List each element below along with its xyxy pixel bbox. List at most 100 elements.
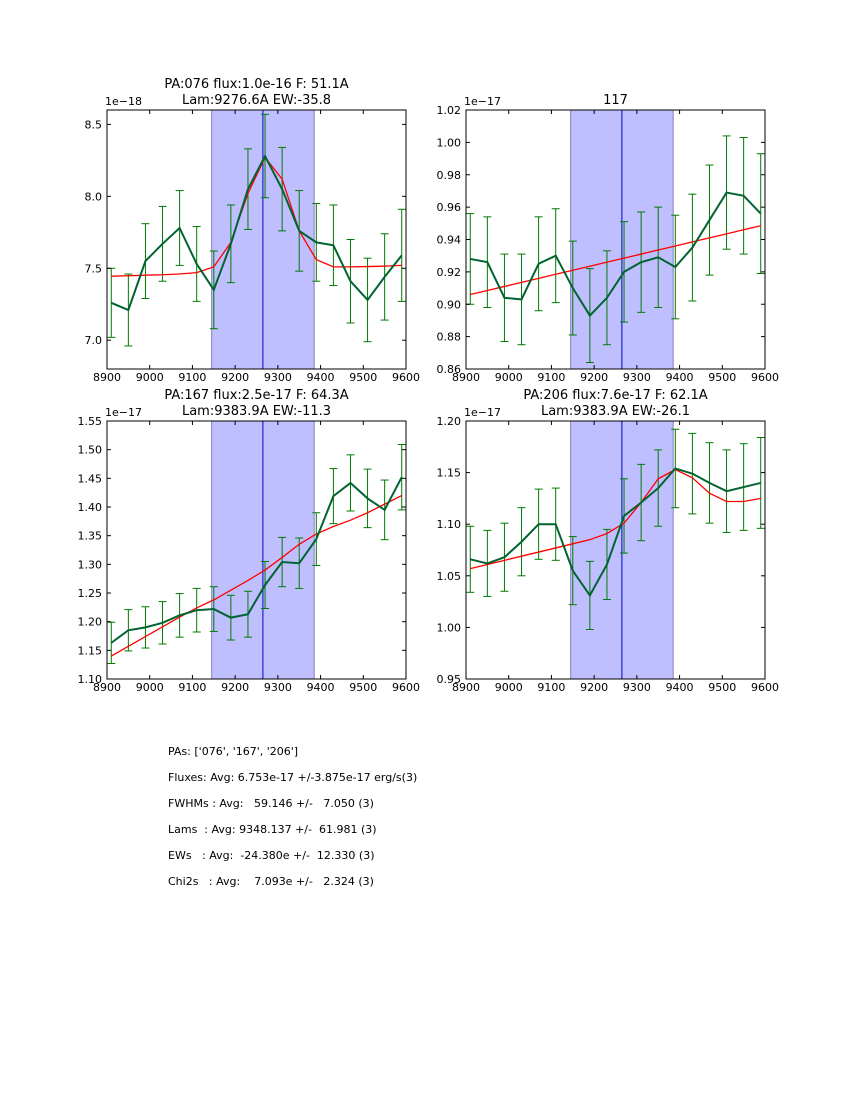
y-offset-label: 1e−17 — [464, 95, 501, 108]
x-tick-label: 9000 — [495, 371, 523, 384]
stats-fluxes: Fluxes: Avg: 6.753e-17 +/-3.875e-17 erg/… — [168, 771, 418, 784]
y-tick-label: 0.96 — [437, 201, 462, 214]
plot-area — [107, 110, 406, 369]
x-tick-label: 9500 — [349, 681, 377, 694]
x-tick-label: 9600 — [751, 681, 779, 694]
x-tick-label: 9600 — [392, 371, 420, 384]
axes-frame — [465, 420, 766, 680]
subplot-2: 8900 9000 9100 9200 9300 9400 9500 9600 0.86 0.88… — [437, 93, 780, 384]
y-tick-label: 7.5 — [85, 262, 103, 275]
y-tick-label: 1.55 — [78, 415, 103, 428]
x-tick-label: 9100 — [537, 681, 565, 694]
x-tick-label: 8900 — [93, 371, 121, 384]
data-line — [470, 191, 762, 318]
x-tick-label: 9400 — [307, 681, 335, 694]
y-tick-label: 1.45 — [78, 472, 103, 485]
y-tick-label: 0.88 — [437, 331, 462, 344]
y-tick-label: 1.50 — [78, 444, 103, 457]
axes-frame — [106, 420, 407, 680]
y-offset-label: 1e−17 — [105, 406, 142, 419]
stats-lams: Lams : Avg: 9348.137 +/- 61.981 (3) — [168, 823, 377, 836]
x-tick-label: 9500 — [349, 371, 377, 384]
fit-line — [110, 494, 403, 657]
axes-frame — [106, 109, 407, 370]
y-tick-label: 0.95 — [437, 673, 462, 686]
x-tick-label: 9100 — [178, 681, 206, 694]
y-tick-label: 0.90 — [437, 298, 462, 311]
subplot-title: Lam:9383.9A EW:-26.1 — [541, 404, 690, 419]
data-line — [110, 476, 403, 644]
x-tick-label: 9300 — [264, 371, 292, 384]
x-tick-label: 9600 — [392, 681, 420, 694]
stats-pas: PAs: ['076', '167', '206'] — [168, 745, 299, 758]
y-tick-label: 1.30 — [78, 558, 103, 571]
y-tick-label: 1.00 — [437, 621, 462, 634]
plot-area — [466, 421, 765, 679]
x-tick-label: 8900 — [93, 681, 121, 694]
x-tick-label: 9500 — [708, 371, 736, 384]
subplot-title: PA:076 flux:1.0e-16 F: 51.1A — [164, 77, 348, 92]
data-line — [110, 153, 403, 312]
y-tick-label: 1.20 — [437, 415, 462, 428]
x-tick-label: 9600 — [751, 371, 779, 384]
x-tick-label: 9400 — [666, 371, 694, 384]
y-tick-label: 1.02 — [437, 104, 462, 117]
stats-ews: EWs : Avg: -24.380e +/- 12.330 (3) — [168, 849, 375, 862]
x-tick-label: 9300 — [623, 681, 651, 694]
x-tick-label: 9000 — [495, 681, 523, 694]
y-offset-label: 1e−18 — [105, 95, 142, 108]
x-tick-label: 9200 — [221, 371, 249, 384]
subplot-title: PA:206 flux:7.6e-17 F: 62.1A — [523, 388, 707, 403]
x-tick-label: 9400 — [307, 371, 335, 384]
fit-line — [470, 225, 761, 296]
y-offset-label: 1e−17 — [464, 406, 501, 419]
y-tick-label: 1.15 — [78, 644, 103, 657]
stats-chi2s: Chi2s : Avg: 7.093e +/- 2.324 (3) — [168, 875, 374, 888]
x-tick-label: 9000 — [136, 371, 164, 384]
y-tick-label: 8.5 — [85, 118, 103, 131]
x-tick-label: 9000 — [136, 681, 164, 694]
y-tick-label: 7.0 — [85, 334, 103, 347]
x-tick-label: 9300 — [264, 681, 292, 694]
x-tick-label: 8900 — [452, 371, 480, 384]
stats-summary: PAs: ['076', '167', '206'] Fluxes: Avg: … — [168, 745, 417, 901]
y-tick-label: 8.0 — [85, 190, 103, 203]
subplot-title: Lam:9383.9A EW:-11.3 — [182, 404, 331, 419]
x-tick-label: 9400 — [666, 681, 694, 694]
subplot-4: 8900 9000 9100 9200 9300 9400 9500 9600 0.95 1.00… — [437, 388, 780, 694]
subplot-1: 8900 9000 9100 9200 9300 9400 9500 9600 7.0 7.5 8.… — [85, 77, 421, 384]
y-tick-label: 1.15 — [437, 467, 462, 480]
x-tick-label: 9100 — [537, 371, 565, 384]
y-tick-label: 1.00 — [437, 136, 462, 149]
y-tick-label: 1.05 — [437, 570, 462, 583]
y-tick-label: 1.10 — [78, 673, 103, 686]
subplot-title: PA:167 flux:2.5e-17 F: 64.3A — [164, 388, 348, 403]
subplot-title: 117 — [603, 93, 628, 108]
y-tick-label: 1.40 — [78, 501, 103, 514]
x-tick-label: 9200 — [580, 371, 608, 384]
y-tick-label: 1.20 — [78, 616, 103, 629]
plot-area — [466, 110, 765, 369]
y-tick-label: 1.25 — [78, 587, 103, 600]
subplot-3: 8900 9000 9100 9200 9300 9400 9500 9600 1.10 1.15… — [78, 388, 421, 694]
x-tick-label: 9200 — [580, 681, 608, 694]
y-tick-label: 0.98 — [437, 169, 462, 182]
plot-area — [107, 421, 406, 679]
data-line — [470, 467, 761, 598]
fit-line — [470, 468, 761, 570]
x-tick-label: 8900 — [452, 681, 480, 694]
y-tick-label: 0.94 — [437, 234, 462, 247]
x-tick-label: 9100 — [178, 371, 206, 384]
y-tick-label: 0.86 — [437, 363, 462, 376]
x-tick-label: 9500 — [708, 681, 736, 694]
y-tick-label: 1.35 — [78, 530, 103, 543]
stats-fwhms: FWHMs : Avg: 59.146 +/- 7.050 (3) — [168, 797, 374, 810]
subplot-title: Lam:9276.6A EW:-35.8 — [182, 93, 331, 108]
y-tick-label: 0.92 — [437, 266, 462, 279]
fit-line — [111, 156, 402, 277]
x-tick-label: 9200 — [221, 681, 249, 694]
y-tick-label: 1.10 — [437, 518, 462, 531]
x-tick-label: 9300 — [623, 371, 651, 384]
